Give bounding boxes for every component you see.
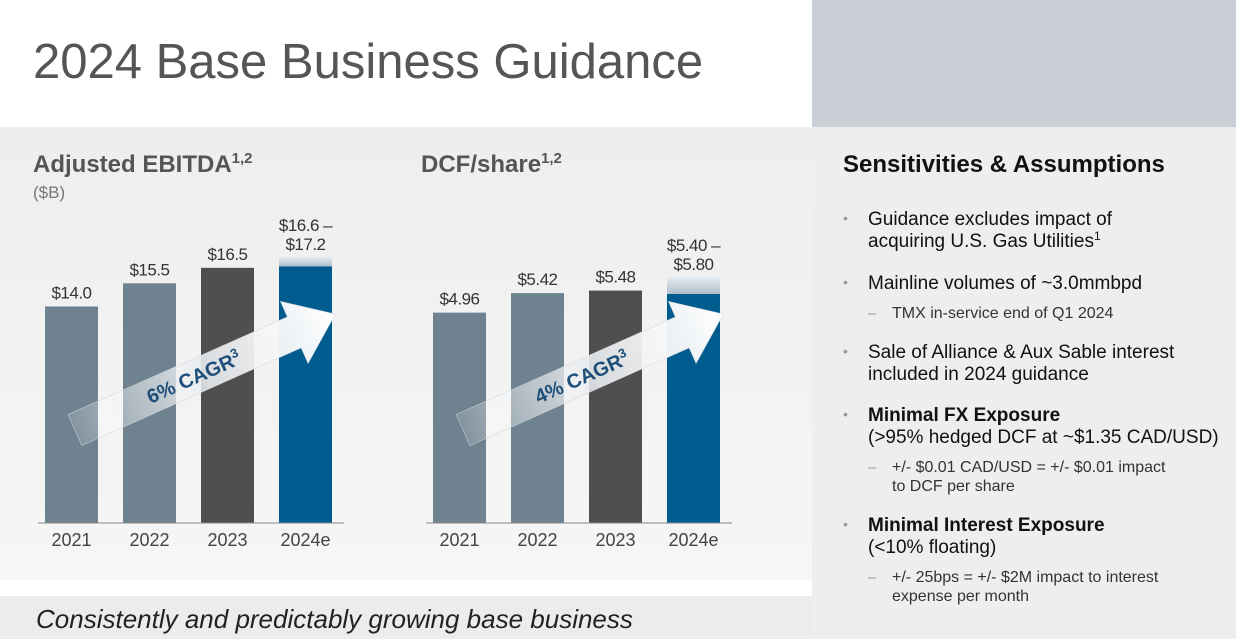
sub-line: to DCF per share bbox=[892, 478, 1015, 495]
chart-title-sup: 1,2 bbox=[232, 150, 253, 167]
bullet: • bbox=[843, 516, 848, 532]
value-label: $5.42 bbox=[517, 270, 557, 289]
chart-subtitle: ($B) bbox=[33, 183, 65, 202]
value-label: $16.5 bbox=[207, 245, 247, 264]
footer-bg bbox=[0, 596, 812, 639]
bar-chart: Adjusted EBITDA1,2 ($B) $14.0 2021 $15.5 2022… bbox=[33, 150, 344, 550]
value-label: $16.6 – bbox=[279, 216, 333, 235]
x-tick-label: 2023 bbox=[207, 530, 247, 550]
value-label: $5.48 bbox=[595, 268, 635, 287]
chart-title-text: Adjusted EBITDA bbox=[33, 151, 232, 178]
item-line-text: acquiring U.S. Gas Utilities bbox=[868, 231, 1094, 252]
item-line: Sale of Alliance & Aux Sable interest bbox=[868, 342, 1175, 363]
bullet: • bbox=[843, 210, 848, 226]
sub-dash: – bbox=[868, 459, 877, 476]
range-band bbox=[279, 257, 332, 267]
sub-line: +/- $0.01 CAD/USD = +/- $0.01 impact bbox=[892, 459, 1166, 476]
footer-text: Consistently and predictably growing bas… bbox=[36, 604, 633, 634]
bar bbox=[201, 267, 254, 523]
slide-title: 2024 Base Business Guidance bbox=[33, 35, 703, 89]
value-label: $15.5 bbox=[129, 260, 169, 279]
chart-title: Adjusted EBITDA1,2 bbox=[33, 150, 253, 178]
sensitivities: Sensitivities & Assumptions • Guidance exc… bbox=[843, 151, 1219, 605]
sub-dash: – bbox=[868, 305, 877, 322]
side-top-bg bbox=[812, 0, 1236, 127]
sub-dash: – bbox=[868, 569, 877, 586]
arrow-shape bbox=[455, 300, 724, 446]
item-line-text: (<10% floating) bbox=[868, 537, 996, 558]
item-line-text: Mainline volumes of ~3.0mmbpd bbox=[868, 273, 1142, 294]
chart-title: DCF/share1,2 bbox=[421, 150, 562, 178]
x-tick-label: 2021 bbox=[51, 530, 91, 550]
bar bbox=[589, 290, 642, 523]
item-line-text: (>95% hedged DCF at ~$1.35 CAD/USD) bbox=[868, 427, 1219, 448]
chart-title-sup: 1,2 bbox=[541, 150, 562, 167]
item-line-text: Guidance excludes impact of bbox=[868, 209, 1113, 230]
x-tick-label: 2022 bbox=[129, 530, 169, 550]
item-line: acquiring U.S. Gas Utilities1 bbox=[868, 229, 1101, 252]
item-heading: Minimal FX Exposure bbox=[868, 405, 1060, 426]
value-label: $5.40 – bbox=[667, 236, 721, 255]
sub-line: +/- 25bps = +/- $2M impact to interest bbox=[892, 569, 1159, 586]
item-line: (<10% floating) bbox=[868, 537, 996, 558]
bar-chart: DCF/share1,2 $4.96 2021 $5.42 2022 $5.48 2023 $… bbox=[421, 150, 732, 550]
value-label: $4.96 bbox=[439, 290, 479, 309]
item-line: (>95% hedged DCF at ~$1.35 CAD/USD) bbox=[868, 427, 1219, 448]
x-tick-label: 2021 bbox=[439, 530, 479, 550]
item-line: Guidance excludes impact of bbox=[868, 209, 1113, 230]
sub-line: TMX in-service end of Q1 2024 bbox=[892, 305, 1114, 322]
sub-line: expense per month bbox=[892, 588, 1029, 605]
x-tick-label: 2023 bbox=[595, 530, 635, 550]
x-tick-label: 2024e bbox=[280, 530, 330, 550]
bullet: • bbox=[843, 274, 848, 290]
item-sup: 1 bbox=[1094, 229, 1101, 243]
item-line: Mainline volumes of ~3.0mmbpd bbox=[868, 273, 1142, 294]
item-heading: Minimal Interest Exposure bbox=[868, 515, 1105, 536]
item-line: included in 2024 guidance bbox=[868, 364, 1089, 385]
item-line-text: Sale of Alliance & Aux Sable interest bbox=[868, 342, 1175, 363]
side-bg bbox=[812, 127, 1236, 639]
item-line-text: included in 2024 guidance bbox=[868, 364, 1089, 385]
bullet: • bbox=[843, 343, 848, 359]
bullet: • bbox=[843, 406, 848, 422]
chart-title-text: DCF/share bbox=[421, 151, 541, 178]
range-high-label: $17.2 bbox=[285, 235, 325, 254]
x-tick-label: 2024e bbox=[668, 530, 718, 550]
range-band bbox=[667, 277, 720, 294]
arrow-shape bbox=[67, 300, 336, 446]
x-tick-label: 2022 bbox=[517, 530, 557, 550]
range-high-label: $5.80 bbox=[673, 255, 713, 274]
charts: Adjusted EBITDA1,2($B)$14.02021$15.52022… bbox=[33, 150, 732, 550]
value-label: $14.0 bbox=[51, 283, 91, 302]
side-heading: Sensitivities & Assumptions bbox=[843, 151, 1165, 178]
